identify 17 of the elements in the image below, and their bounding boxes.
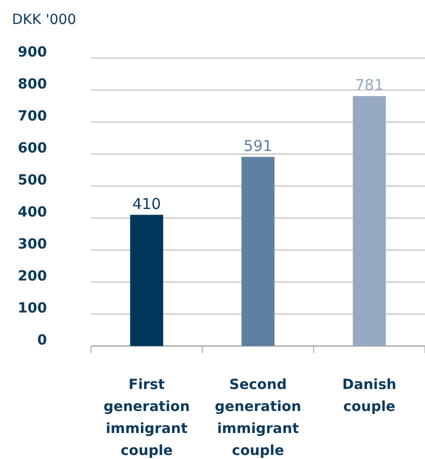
y-tick-label: 900 (18, 44, 48, 61)
y-tick-label: 0 (37, 332, 48, 349)
y-tick-label: 200 (18, 268, 48, 285)
data-label: 591 (244, 136, 272, 155)
data-label: 410 (132, 194, 161, 213)
y-tick-label: 300 (18, 236, 48, 253)
y-tick-label: 400 (18, 204, 48, 221)
x-tick-label: First generation immigrant couple (103, 377, 190, 459)
data-label: 781 (355, 76, 384, 94)
y-tick-label: 600 (18, 140, 48, 157)
x-tick-label: Second generation immigrant couple (214, 377, 302, 459)
x-tick-label: Danish couple (342, 377, 396, 415)
y-tick-label: 500 (18, 172, 48, 189)
y-tick-label: 100 (18, 300, 48, 317)
y-tick-label: 800 (18, 76, 48, 93)
y-axis-title: DKK '000 (12, 12, 76, 28)
y-tick-label: 700 (18, 108, 48, 125)
